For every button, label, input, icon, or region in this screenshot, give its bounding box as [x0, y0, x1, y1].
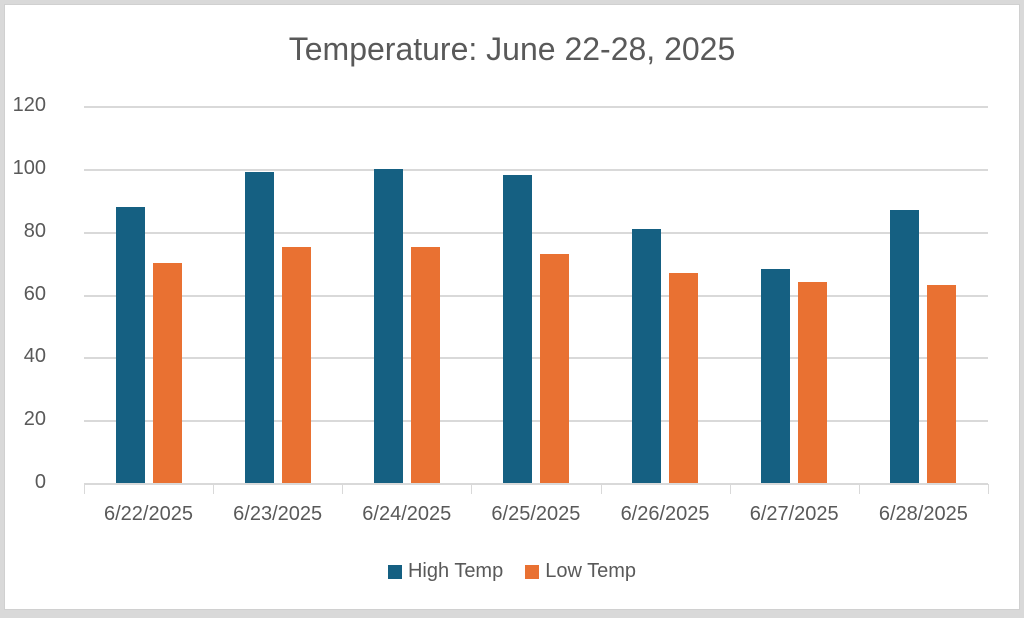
x-tick-mark: [988, 484, 989, 494]
bar-low-temp: [798, 281, 828, 483]
bar-low-temp: [281, 247, 311, 483]
legend-item-low-temp: Low Temp: [525, 560, 636, 583]
x-tick-mark: [84, 484, 85, 494]
legend-swatch-icon: [525, 564, 540, 579]
legend-swatch-icon: [387, 564, 402, 579]
x-tick-label: 6/25/2025: [491, 503, 581, 525]
y-tick-label: 80: [23, 219, 46, 242]
y-tick-label: 120: [12, 94, 46, 116]
chart-legend: High Temp Low Temp: [0, 560, 1024, 583]
bar-low-temp: [410, 247, 440, 483]
plot-area: 0 20 40 60 80 100 120 6/22/2025 6/23/2025 6/24/20…: [13, 94, 989, 525]
legend-label: Low Temp: [545, 560, 637, 582]
x-tick-mark: [471, 484, 472, 494]
bar-high-temp: [244, 171, 274, 483]
y-tick-label: 20: [23, 408, 46, 431]
gridline: [84, 231, 988, 234]
gridline: [84, 106, 988, 108]
y-tick-label: 60: [23, 282, 46, 305]
gridline: [84, 420, 988, 423]
gridline: [84, 294, 988, 297]
x-tick-label: 6/23/2025: [233, 503, 323, 525]
x-tick-mark: [213, 484, 214, 494]
x-tick-mark: [342, 484, 343, 494]
bar-low-temp: [152, 263, 182, 483]
x-tick-label: 6/28/2025: [878, 503, 968, 525]
bar-low-temp: [540, 253, 569, 483]
x-tick-label: 6/27/2025: [749, 503, 839, 525]
y-tick-label: 100: [12, 156, 46, 179]
bar-high-temp: [632, 228, 662, 483]
x-tick-label: 6/24/2025: [362, 503, 452, 525]
gridline: [84, 357, 988, 360]
bar-high-temp: [373, 168, 403, 483]
x-tick-mark: [730, 484, 731, 494]
bar-low-temp: [669, 272, 699, 483]
y-tick-label: 0: [34, 471, 46, 493]
bar-high-temp: [115, 206, 145, 483]
legend-item-high-temp: High Temp: [387, 560, 504, 583]
gridline: [84, 168, 988, 171]
bar-high-temp: [890, 209, 920, 483]
x-tick-label: 6/26/2025: [620, 503, 710, 525]
bar-high-temp: [761, 269, 791, 483]
x-tick-label: 6/22/2025: [104, 503, 193, 525]
x-axis-line: [84, 483, 988, 485]
chart-title: Temperature: June 22-28, 2025: [288, 31, 736, 67]
x-tick-mark: [601, 484, 602, 494]
bar-high-temp: [503, 175, 532, 483]
legend-label: High Temp: [407, 560, 504, 582]
bar-low-temp: [927, 285, 957, 483]
x-tick-mark: [859, 484, 860, 494]
y-tick-label: 40: [23, 345, 46, 368]
